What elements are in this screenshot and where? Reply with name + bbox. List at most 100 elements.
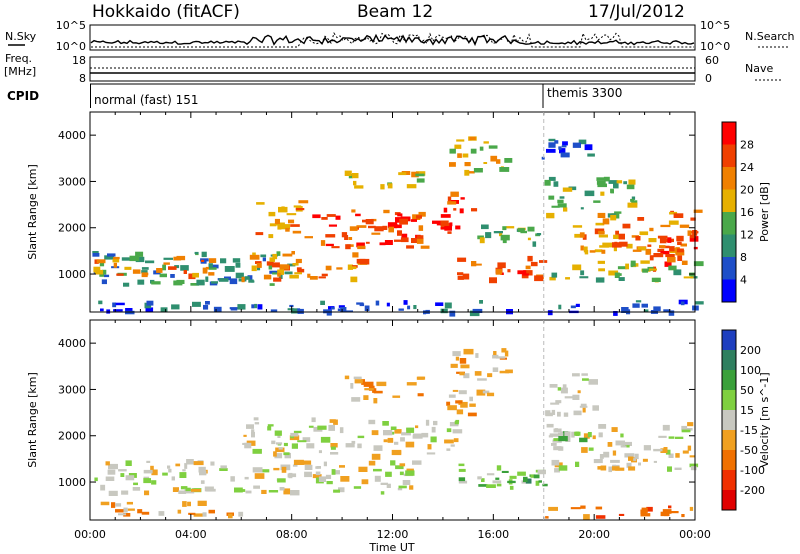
echo-cell	[275, 222, 285, 226]
echo-cell	[108, 490, 118, 496]
echo-cell	[628, 466, 636, 471]
echo-cell	[353, 180, 357, 186]
echo-cell	[306, 443, 315, 449]
echo-cell	[379, 242, 386, 246]
echo-cell	[133, 482, 138, 486]
echo-cell	[383, 439, 388, 443]
echo-cell	[151, 480, 157, 485]
echo-cell	[527, 255, 533, 262]
echo-cell	[268, 264, 273, 270]
echo-region	[242, 417, 463, 460]
echo-cell	[600, 191, 605, 196]
echo-cell	[537, 469, 546, 475]
echo-cell	[593, 200, 601, 203]
echo-cell	[94, 477, 98, 482]
echo-cell	[456, 409, 464, 415]
echo-cell	[449, 222, 453, 227]
echo-cell	[481, 478, 485, 482]
echo-cell	[453, 208, 457, 211]
echo-cell	[482, 390, 490, 394]
echo-cell	[689, 463, 699, 468]
echo-cell	[345, 443, 355, 448]
echo-cell	[479, 146, 484, 151]
echo-cell	[553, 181, 559, 187]
echo-cell	[293, 205, 302, 208]
echo-cell	[329, 419, 336, 423]
echo-cell	[398, 308, 404, 311]
echo-cell	[472, 308, 483, 313]
echo-cell	[500, 234, 510, 241]
echo-cell	[293, 430, 302, 434]
echo-cell	[449, 422, 459, 427]
echo-cell	[447, 201, 457, 205]
echo-cell	[277, 269, 284, 275]
echo-cell	[459, 358, 467, 364]
echo-cell	[417, 376, 426, 380]
echo-cell	[615, 467, 625, 471]
echo-cell	[645, 248, 652, 255]
echo-cell	[180, 265, 189, 271]
echo-cell	[392, 395, 401, 398]
echo-cell	[297, 268, 305, 273]
echo-cell	[349, 226, 358, 231]
echo-cell	[399, 471, 404, 476]
echo-cell	[486, 473, 495, 476]
echo-cell	[126, 501, 133, 505]
echo-cell	[418, 225, 424, 231]
radar-title: Hokkaido (fitACF)	[92, 2, 240, 22]
nsearch-tick-high: 10^5	[700, 19, 730, 32]
echo-cell	[266, 261, 274, 266]
echo-cell	[107, 469, 116, 475]
echo-cell	[312, 214, 321, 219]
echo-cell	[581, 373, 588, 376]
echo-region	[544, 176, 638, 219]
echo-cell	[628, 456, 634, 461]
echo-cell	[573, 410, 582, 416]
echo-cell	[464, 169, 470, 176]
echo-cell	[459, 208, 464, 214]
echo-cell	[638, 462, 641, 466]
echo-cell	[277, 434, 281, 438]
colorbar-swatch	[722, 189, 736, 213]
colorbar-swatch	[722, 234, 736, 258]
echo-cell	[554, 140, 559, 144]
echo-cell	[580, 403, 587, 407]
echo-cell	[251, 265, 257, 272]
echo-cell	[665, 254, 675, 258]
echo-cell	[690, 466, 697, 471]
echo-cell	[460, 197, 465, 200]
echo-cell	[551, 272, 558, 278]
echo-cell	[337, 308, 342, 312]
echo-cell	[681, 260, 688, 265]
echo-cell	[141, 272, 148, 278]
echo-cell	[274, 453, 283, 459]
echo-cell	[205, 301, 210, 305]
date-label: 17/Jul/2012	[588, 2, 685, 22]
echo-cell	[633, 263, 639, 267]
echo-cell	[632, 458, 637, 461]
echo-cell	[565, 436, 571, 442]
echo-cell	[518, 228, 525, 233]
echo-cell	[589, 250, 596, 253]
echo-cell	[621, 307, 629, 313]
echo-cell	[238, 489, 246, 492]
echo-cell	[237, 304, 246, 310]
echo-cell	[384, 240, 393, 245]
echo-cell	[371, 232, 381, 235]
echo-cell	[203, 304, 209, 310]
echo-cell	[632, 303, 640, 308]
echo-cell	[615, 273, 622, 276]
echo-cell	[383, 430, 393, 436]
echo-cell	[235, 272, 244, 279]
echo-cell	[344, 170, 352, 176]
echo-cell	[476, 389, 486, 396]
echo-cell	[631, 196, 636, 200]
echo-cell	[205, 276, 209, 282]
echo-cell	[115, 302, 125, 306]
echo-cell	[623, 181, 628, 185]
echo-cell	[251, 429, 255, 434]
echo-cell	[597, 260, 605, 264]
echo-region	[255, 200, 309, 239]
echo-cell	[687, 422, 694, 427]
echo-cell	[675, 453, 680, 458]
